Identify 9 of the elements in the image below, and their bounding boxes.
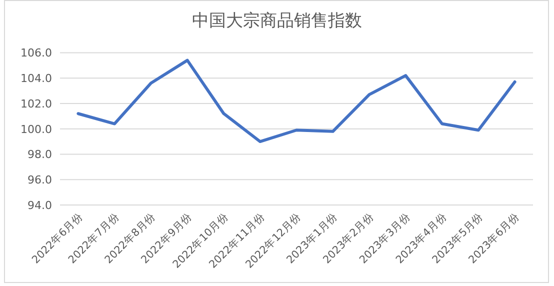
y-tick-label: 104.0 xyxy=(20,72,52,86)
y-tick-label: 100.0 xyxy=(20,122,52,136)
y-tick-label: 94.0 xyxy=(28,199,52,212)
y-tick-label: 102.0 xyxy=(20,97,52,110)
y-tick-label: 106.0 xyxy=(20,46,52,60)
y-tick-label: 98.0 xyxy=(28,148,52,162)
line-series xyxy=(76,58,516,144)
y-tick-label: 96.0 xyxy=(28,174,52,187)
chart-title: 中国大宗商品销售指数 xyxy=(192,11,362,31)
